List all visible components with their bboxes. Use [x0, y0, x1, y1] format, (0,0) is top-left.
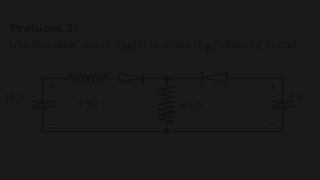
Text: 3 V: 3 V — [288, 94, 303, 103]
Text: −: − — [47, 120, 56, 130]
Text: Problem 2.: Problem 2. — [10, 24, 77, 34]
Text: $D_2$: $D_2$ — [205, 43, 218, 57]
Text: 10 V: 10 V — [4, 94, 24, 103]
Text: −: − — [268, 120, 276, 130]
Text: 4 kΩ: 4 kΩ — [78, 99, 98, 108]
Text: $D_1$: $D_1$ — [122, 43, 134, 57]
Text: +: + — [47, 83, 55, 92]
Text: Use the ideal diode model to solve the following circuit.: Use the ideal diode model to solve the f… — [10, 40, 300, 50]
Text: +: + — [268, 83, 276, 92]
Text: 6 kΩ: 6 kΩ — [181, 103, 201, 112]
